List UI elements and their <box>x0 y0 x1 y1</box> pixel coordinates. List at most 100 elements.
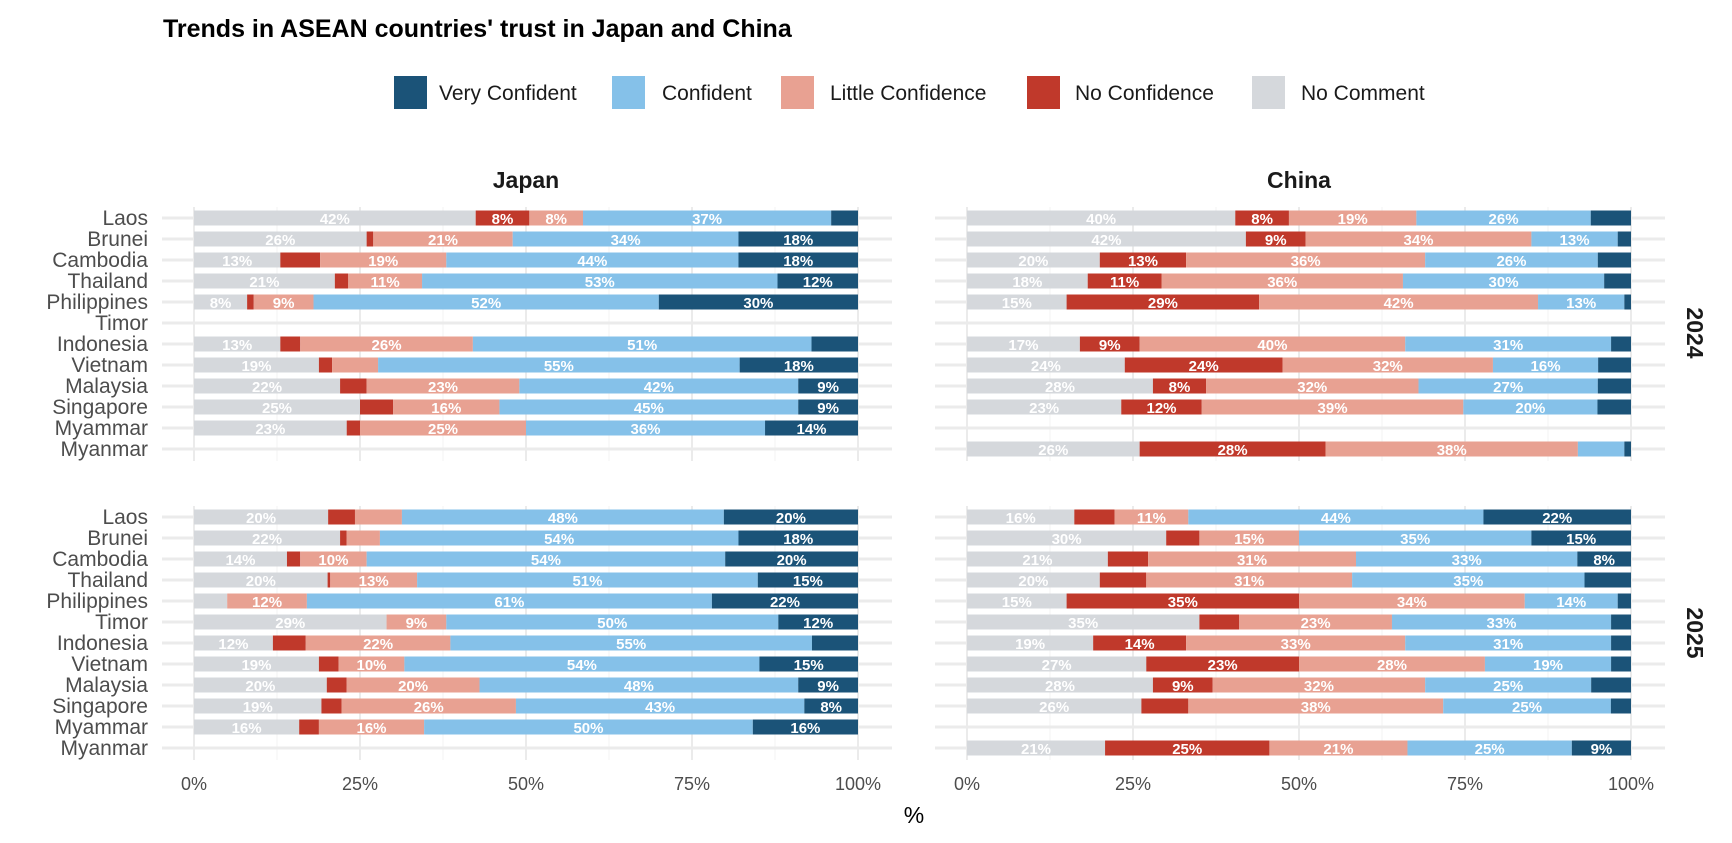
legend-label: Little Confidence <box>830 82 986 105</box>
bar-data-label: 61% <box>494 594 524 611</box>
legend-swatch <box>1027 76 1060 109</box>
y-tick-label: Vietnam <box>71 653 148 676</box>
bar-segment-very-confident <box>711 593 858 609</box>
bar-data-label: 21% <box>428 232 458 249</box>
bar-segment-no-comment <box>967 698 1142 714</box>
bar-data-label: 42% <box>1091 232 1121 249</box>
legend-swatch <box>1252 76 1285 109</box>
x-axis-label: % <box>904 802 924 828</box>
bar-segment-little-confidence <box>300 336 473 352</box>
bar-data-label: 16% <box>1006 510 1036 527</box>
bar-data-label: 54% <box>567 657 597 674</box>
bar-data-label: 40% <box>1257 337 1287 354</box>
bar-segment-confident <box>378 357 740 373</box>
y-tick-label: Myanmar <box>60 737 148 760</box>
bar-data-label: 10% <box>356 657 386 674</box>
bar-segment-little-confidence <box>1305 231 1532 247</box>
bar-segment-no-comment <box>967 530 1167 546</box>
bar-data-label: 54% <box>531 552 561 569</box>
bar-data-label: 40% <box>1086 211 1116 228</box>
bar-segment-no-comment <box>967 441 1140 457</box>
bar-data-label: 34% <box>611 232 641 249</box>
bar-data-label: 21% <box>1021 741 1051 758</box>
bar-segment-no-confidence <box>1141 698 1189 714</box>
bar-data-label: 8% <box>1251 211 1273 228</box>
bar-segment-little-confidence <box>341 698 516 714</box>
bar-segment-little-confidence <box>1186 635 1406 651</box>
bar-segment-little-confidence <box>1199 530 1299 546</box>
bar-data-label: 20% <box>1515 400 1545 417</box>
bar-data-label: 45% <box>634 400 664 417</box>
bar-segment-no-confidence <box>1093 635 1187 651</box>
bar-segment-confident <box>479 677 799 693</box>
bar-segment-no-comment <box>967 336 1080 352</box>
bar-data-label: 42% <box>320 211 350 228</box>
bar-segment-no-comment <box>194 399 360 415</box>
bar-segment-little-confidence <box>1259 294 1539 310</box>
bar-data-label: 25% <box>1172 741 1202 758</box>
y-tick-label: Malaysia <box>65 674 148 697</box>
bar-data-label: 8% <box>492 211 514 228</box>
bar-segment-little-confidence <box>348 273 423 289</box>
bar-segment-no-comment <box>967 635 1094 651</box>
bar-data-label: 9% <box>273 295 295 312</box>
bar-segment-very-confident <box>1611 656 1631 672</box>
bar-segment-no-confidence <box>326 677 347 693</box>
bar-segment-confident <box>526 420 766 436</box>
bar-segment-confident <box>1425 677 1592 693</box>
bar-segment-very-confident <box>757 572 858 588</box>
bar-segment-little-confidence <box>1114 509 1189 525</box>
y-tick-label: Timor <box>95 312 148 335</box>
bar-segment-no-comment <box>967 231 1246 247</box>
bar-segment-little-confidence <box>1161 273 1403 289</box>
bar-data-label: 20% <box>246 510 276 527</box>
bar-segment-confident <box>379 530 739 546</box>
bar-segment-confident <box>1425 252 1598 268</box>
bar-data-label: 22% <box>252 531 282 548</box>
bar-segment-little-confidence <box>338 656 405 672</box>
bar-segment-confident <box>1407 740 1572 756</box>
bar-segment-very-confident <box>752 719 858 735</box>
bar-segment-little-confidence <box>318 719 425 735</box>
bar-segment-confident <box>1492 357 1599 373</box>
bar-data-label: 12% <box>218 636 248 653</box>
bar-segment-very-confident <box>1611 614 1631 630</box>
bar-segment-confident <box>472 336 812 352</box>
bar-data-label: 48% <box>548 510 578 527</box>
x-tick-label: 0% <box>954 774 980 794</box>
bar-data-label: 20% <box>777 552 807 569</box>
bar-data-label: 16% <box>790 720 820 737</box>
bar-segment-no-confidence <box>334 273 349 289</box>
bar-segment-very-confident <box>739 357 858 373</box>
bar-segment-confident <box>401 509 724 525</box>
bar-data-label: 9% <box>406 615 428 632</box>
bar-segment-very-confident <box>804 698 858 714</box>
bar-segment-confident <box>417 572 758 588</box>
bar-data-label: 8% <box>1169 379 1191 396</box>
x-tick-label: 25% <box>342 774 378 794</box>
bar-segment-little-confidence <box>1139 336 1406 352</box>
bar-data-label: 35% <box>1453 573 1483 590</box>
legend-swatch <box>394 76 427 109</box>
bar-data-label: 14% <box>1125 636 1155 653</box>
y-tick-label: Indonesia <box>57 333 148 356</box>
bar-segment-very-confident <box>1483 509 1631 525</box>
bar-data-label: 21% <box>249 274 279 291</box>
bar-data-label: 37% <box>692 211 722 228</box>
bar-segment-no-confidence <box>340 530 347 546</box>
bar-segment-no-confidence <box>340 378 367 394</box>
bar-data-label: 27% <box>1493 379 1523 396</box>
bar-segment-no-comment <box>194 530 341 546</box>
bar-segment-no-comment <box>194 572 328 588</box>
chart-title: Trends in ASEAN countries' trust in Japa… <box>163 15 793 43</box>
bar-data-label: 31% <box>1493 337 1523 354</box>
bar-segment-very-confident <box>1604 273 1631 289</box>
bar-data-label: 9% <box>1172 678 1194 695</box>
bar-segment-no-confidence <box>1146 656 1299 672</box>
bar-segment-no-confidence <box>280 336 301 352</box>
bar-segment-confident <box>1405 336 1612 352</box>
x-tick-label: 50% <box>508 774 544 794</box>
bar-segment-no-comment <box>967 572 1100 588</box>
bar-segment-no-confidence <box>1166 530 1200 546</box>
bar-data-label: 30% <box>1489 274 1519 291</box>
